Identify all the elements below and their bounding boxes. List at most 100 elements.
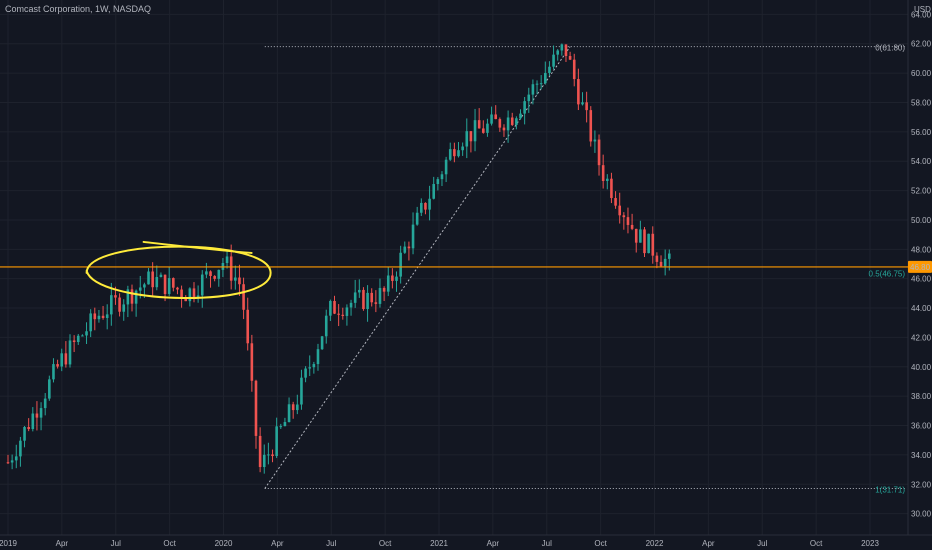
candle-up xyxy=(527,94,531,102)
candle-up xyxy=(506,117,510,131)
candle-up xyxy=(358,289,361,293)
candle-up xyxy=(539,83,543,85)
candle-down xyxy=(242,284,245,310)
candle-down xyxy=(477,120,481,129)
candle-down xyxy=(213,276,216,279)
candle-up xyxy=(312,364,316,368)
candle-down xyxy=(180,289,183,298)
candle-down xyxy=(184,297,188,302)
candle-up xyxy=(548,66,551,73)
candle-up xyxy=(105,314,109,318)
candle-up xyxy=(420,202,423,213)
candle-up xyxy=(440,174,444,180)
candle-down xyxy=(482,128,485,133)
price-tick-label: 50.00 xyxy=(911,216,932,225)
candle-down xyxy=(6,462,10,464)
fib-level-0-label: 0(61.80) xyxy=(875,44,905,53)
candle-down xyxy=(651,233,655,256)
candle-down xyxy=(382,287,386,292)
candle-up xyxy=(432,184,436,199)
candle-down xyxy=(659,261,663,267)
candle-down xyxy=(597,139,601,166)
candle-down xyxy=(630,224,634,229)
candle-up xyxy=(147,271,150,285)
candle-up xyxy=(544,72,547,84)
candle-up xyxy=(97,315,101,320)
price-tick-label: 60.00 xyxy=(911,69,932,78)
candle-up xyxy=(667,253,671,259)
candle-up xyxy=(639,229,642,243)
candle-up xyxy=(85,331,88,336)
candle-down xyxy=(35,413,39,418)
candle-down xyxy=(163,274,167,294)
candle-up xyxy=(329,300,332,316)
candle-up xyxy=(308,367,312,369)
candle-down xyxy=(498,119,502,128)
candle-up xyxy=(188,288,192,302)
candle-up xyxy=(279,426,283,428)
price-tick-label: 38.00 xyxy=(911,392,932,401)
candle-up xyxy=(10,460,14,463)
candle-up xyxy=(316,349,320,365)
time-tick-label: 2020 xyxy=(215,539,233,548)
candle-up xyxy=(415,212,419,225)
candle-down xyxy=(626,217,630,225)
price-tick-label: 62.00 xyxy=(911,40,932,49)
highlight-ellipse-annotation[interactable] xyxy=(85,240,272,299)
candle-down xyxy=(114,295,117,298)
current-price-badge: 46.80 xyxy=(908,260,932,273)
candle-down xyxy=(577,79,580,105)
candles xyxy=(6,43,671,474)
candle-down xyxy=(246,309,250,344)
time-tick-label: Jul xyxy=(757,539,767,548)
candle-up xyxy=(457,150,460,157)
price-axis[interactable]: 64.00 62.00 60.00 58.00 56.00 54.00 52.00 50.00… xyxy=(911,10,932,518)
candle-down xyxy=(407,246,411,249)
candle-down xyxy=(172,278,175,288)
time-tick-label: Oct xyxy=(163,539,176,548)
time-tick-label: Apr xyxy=(487,539,500,548)
fibonacci-retracement[interactable]: 0(61.80) 0.5(46.75) 1(31.71) xyxy=(264,44,906,495)
candle-down xyxy=(254,380,258,436)
candle-down xyxy=(601,165,605,181)
candle-up xyxy=(320,336,324,350)
candle-up xyxy=(155,277,159,288)
candle-down xyxy=(64,353,68,365)
time-axis[interactable]: 2019 Apr Jul Oct 2020 Apr Jul Oct 2021 Apr Jul Oct 2… xyxy=(0,539,879,548)
candle-up xyxy=(531,84,535,95)
price-tick-label: 36.00 xyxy=(911,422,932,431)
candle-down xyxy=(101,315,105,318)
candle-down xyxy=(337,313,340,315)
candle-up xyxy=(663,258,667,267)
candle-up xyxy=(523,101,526,114)
candle-up xyxy=(465,131,469,147)
candle-up xyxy=(366,292,369,310)
candle-up xyxy=(89,313,92,332)
candle-up xyxy=(14,456,18,461)
candle-up xyxy=(23,427,26,441)
time-tick-label: Oct xyxy=(594,539,607,548)
candle-up xyxy=(134,290,138,304)
candle-up xyxy=(217,269,221,279)
candle-down xyxy=(56,364,59,367)
candle-down xyxy=(250,343,254,381)
candle-up xyxy=(43,398,47,409)
candle-down xyxy=(568,56,572,60)
candle-down xyxy=(151,271,154,288)
candle-down xyxy=(258,435,262,468)
candle-up xyxy=(122,304,126,312)
candle-down xyxy=(453,149,456,157)
candle-up xyxy=(581,102,584,105)
candle-up xyxy=(647,233,650,254)
candle-up xyxy=(143,284,146,288)
candle-down xyxy=(333,300,336,314)
time-tick-label: Jul xyxy=(111,539,121,548)
candle-down xyxy=(362,289,365,310)
candle-up xyxy=(110,295,113,315)
candle-up xyxy=(436,179,440,185)
candle-down xyxy=(634,228,638,243)
candle-down xyxy=(610,178,613,199)
